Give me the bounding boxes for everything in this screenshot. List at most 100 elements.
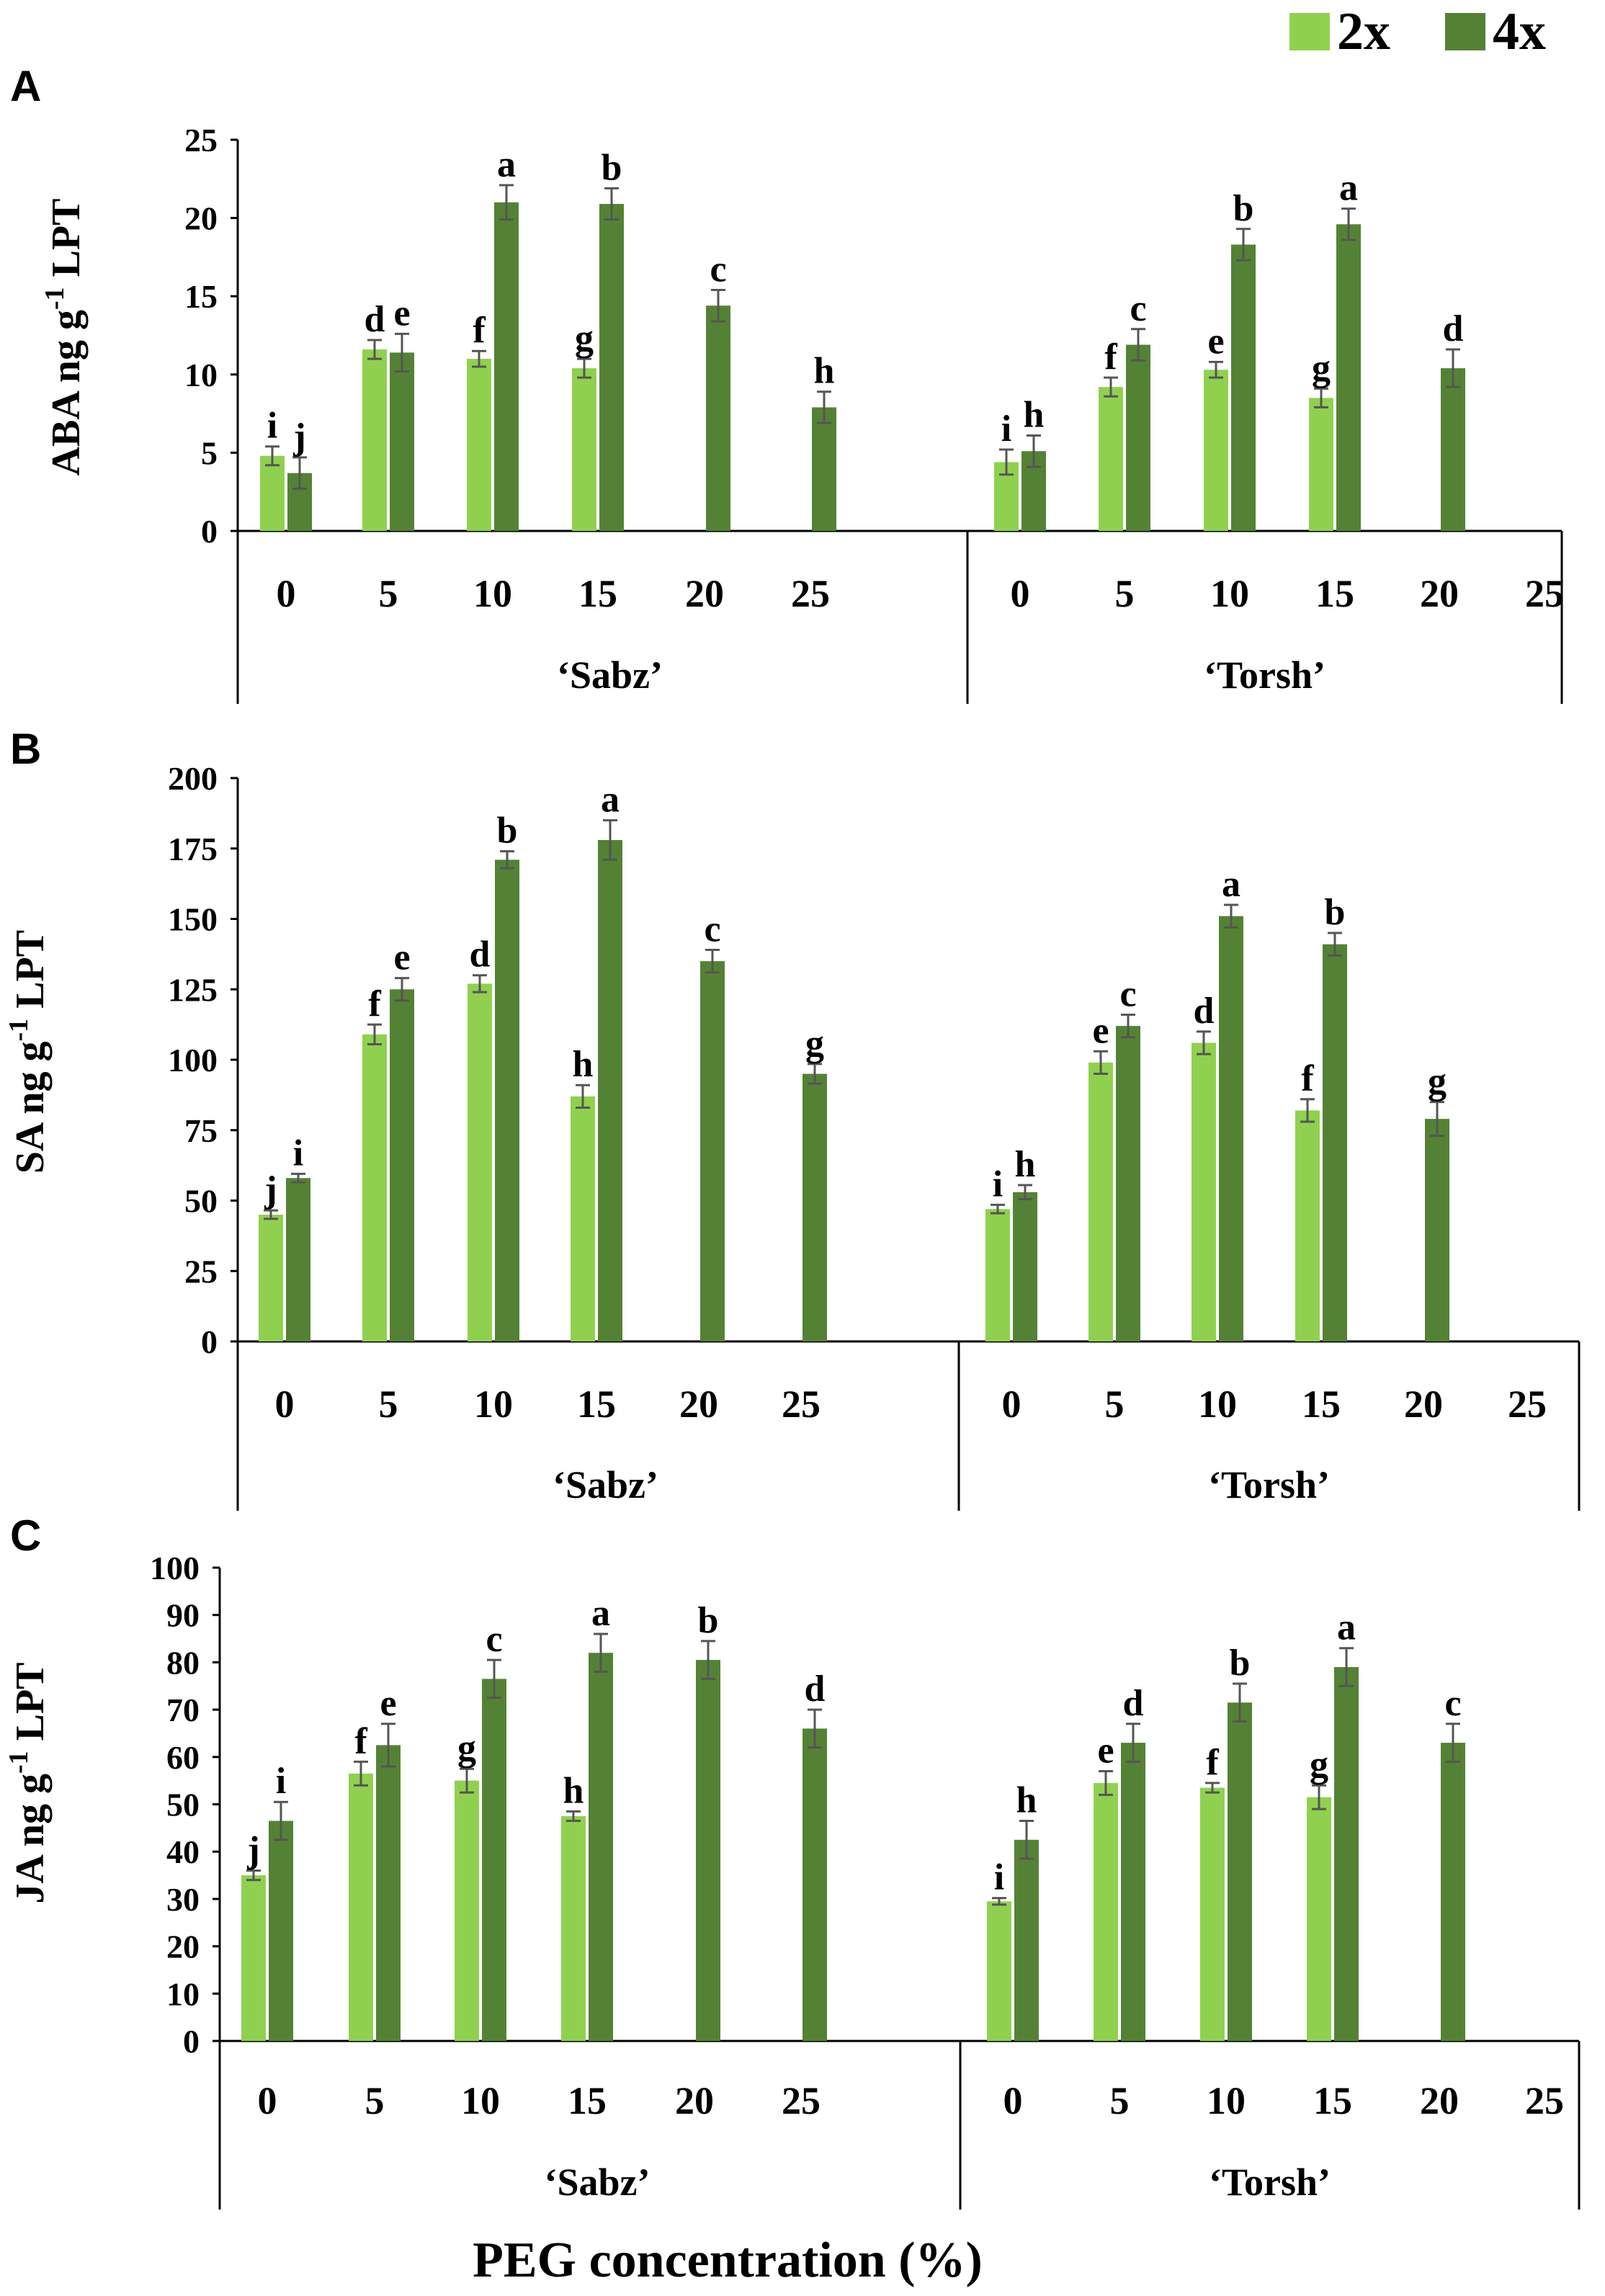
significance-letter: f <box>354 1720 367 1761</box>
significance-letter: g <box>575 318 594 359</box>
significance-letter: d <box>1443 308 1464 349</box>
bar-4x <box>286 1178 310 1341</box>
y-tick-label: 60 <box>166 1739 200 1776</box>
significance-letter: d <box>365 299 385 340</box>
bar-4x <box>1013 1192 1037 1341</box>
y-tick-label: 175 <box>168 831 218 867</box>
x-tick-label: 20 <box>1420 2079 1459 2122</box>
y-tick-label: 70 <box>166 1692 200 1728</box>
x-tick-label: 15 <box>1315 572 1354 615</box>
x-tick-label: 25 <box>1525 2079 1564 2122</box>
bar-4x <box>376 1745 401 2041</box>
bar-4x <box>1323 944 1347 1341</box>
x-tick-label: 15 <box>568 2079 607 2122</box>
x-tick-label: 20 <box>1420 572 1459 615</box>
bar-2x <box>985 1209 1010 1341</box>
x-tick-label: 5 <box>1115 572 1135 615</box>
group-label: ‘Sabz’ <box>545 2161 651 2204</box>
significance-letter: e <box>1207 321 1224 362</box>
bar-4x <box>1121 1743 1145 2041</box>
y-axis-label-main: JA ng g <box>8 1774 53 1904</box>
significance-letter: d <box>1194 991 1215 1032</box>
y-tick-label: 15 <box>184 278 218 315</box>
bar-2x <box>1309 398 1333 531</box>
bar-2x <box>1088 1062 1113 1341</box>
significance-letter: c <box>704 909 720 950</box>
bar-4x <box>696 1660 720 2041</box>
significance-letter: a <box>497 144 516 185</box>
y-axis-label-sup: -1 <box>40 287 70 310</box>
legend-swatch-2x <box>1289 13 1330 50</box>
significance-letter: b <box>602 147 622 188</box>
x-tick-label: 5 <box>379 1382 398 1426</box>
bar-4x <box>589 1653 613 2041</box>
x-tick-label: 5 <box>1105 1382 1125 1426</box>
significance-letter: b <box>1233 188 1254 229</box>
bar-4x <box>1228 1702 1252 2041</box>
x-tick-label: 20 <box>679 1382 718 1426</box>
bar-4x <box>390 989 414 1341</box>
y-tick-label: 0 <box>201 513 218 550</box>
significance-letter: e <box>1097 1730 1114 1772</box>
y-axis-label-main: SA ng g <box>8 1041 53 1174</box>
x-tick-label: 10 <box>1198 1382 1237 1426</box>
significance-letter: i <box>293 1133 303 1174</box>
panel-c: C JA ng g-1 LPT 0102030405060708090100‘S… <box>4 1511 1581 2210</box>
significance-letter: g <box>1312 347 1331 388</box>
bar-2x <box>1094 1782 1118 2041</box>
significance-letter: h <box>814 351 835 392</box>
group-label: ‘Torsh’ <box>1208 1463 1330 1506</box>
panel-letter: B <box>10 725 41 773</box>
bar-4x <box>802 1728 827 2041</box>
y-axis-label-end: LPT <box>8 930 53 1019</box>
y-tick-label: 10 <box>166 1975 200 2012</box>
significance-letter: d <box>805 1669 826 1710</box>
significance-letter: c <box>486 1619 502 1660</box>
significance-letter: i <box>1001 408 1011 450</box>
legend-label-4x: 4x <box>1493 2 1546 61</box>
bar-2x <box>362 1034 387 1341</box>
x-tick-label: 25 <box>791 572 830 615</box>
significance-letter: g <box>805 1023 824 1064</box>
x-tick-label: 15 <box>1302 1382 1341 1426</box>
significance-letter: c <box>1119 973 1136 1014</box>
bar-4x <box>1425 1119 1449 1341</box>
bar-2x <box>349 1773 373 2041</box>
significance-letter: i <box>276 1761 286 1802</box>
bar-2x <box>241 1875 266 2041</box>
y-tick-label: 20 <box>166 1929 200 1965</box>
significance-letter: c <box>1444 1683 1461 1724</box>
significance-letter: j <box>246 1829 259 1870</box>
y-axis-label-sup: -1 <box>4 1019 34 1042</box>
bar-4x <box>1336 224 1361 531</box>
y-tick-label: 25 <box>184 122 218 158</box>
bar-4x <box>494 202 519 531</box>
y-axis-label: JA ng g-1 LPT <box>4 1662 53 1903</box>
x-tick-label: 0 <box>1011 572 1030 615</box>
bar-4x <box>495 859 519 1341</box>
legend-label-2x: 2x <box>1337 2 1390 61</box>
y-tick-label: 10 <box>184 357 218 393</box>
bar-4x <box>700 961 725 1341</box>
bar-4x <box>390 352 414 531</box>
x-tick-label: 25 <box>782 1382 821 1426</box>
bar-2x <box>468 983 492 1341</box>
bar-2x <box>561 1815 586 2041</box>
significance-letter: a <box>591 1593 610 1634</box>
group-label: ‘Torsh’ <box>1204 653 1325 697</box>
y-tick-label: 0 <box>201 1323 218 1360</box>
y-tick-label: 100 <box>168 1042 218 1078</box>
y-tick-label: 80 <box>166 1644 200 1681</box>
y-axis-label-main: ABA ng g <box>44 310 89 475</box>
significance-letter: h <box>1015 1144 1036 1185</box>
x-tick-label: 5 <box>379 572 398 615</box>
significance-letter: i <box>267 406 277 447</box>
y-tick-label: 200 <box>168 760 218 797</box>
x-tick-label: 15 <box>578 572 617 615</box>
y-axis-label-sup: -1 <box>4 1751 34 1774</box>
bar-2x <box>259 1215 283 1341</box>
bar-4x <box>1441 368 1465 531</box>
y-tick-label: 50 <box>184 1183 218 1220</box>
bar-4x <box>802 1073 827 1341</box>
y-tick-label: 150 <box>168 901 218 938</box>
